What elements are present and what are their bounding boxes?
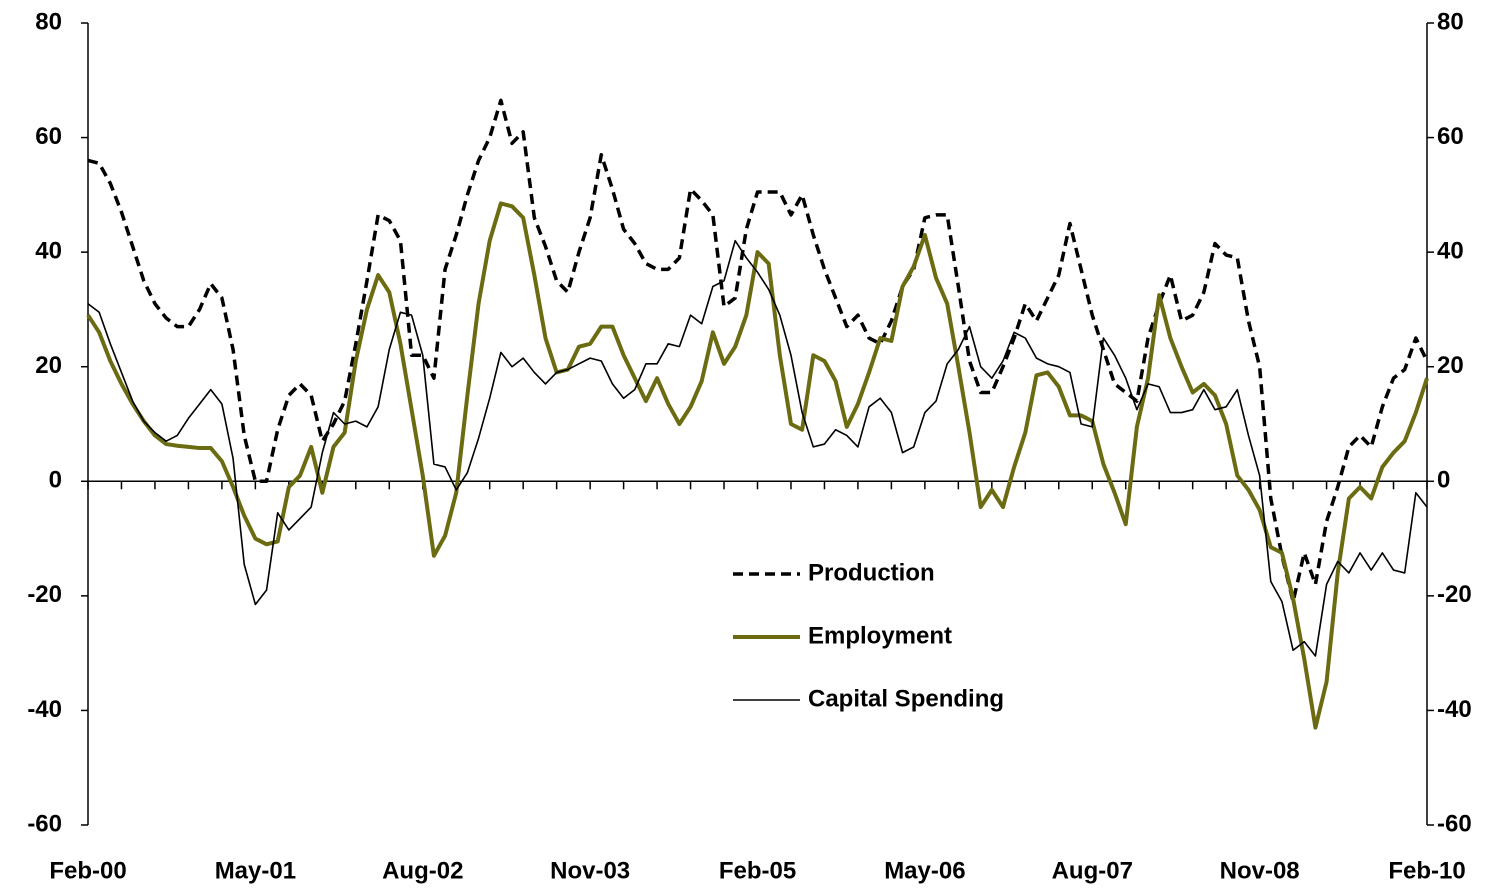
y2-tick-label: 20 <box>1437 352 1464 379</box>
x-tick-label: Feb-10 <box>1388 857 1465 884</box>
y2-tick-label: 60 <box>1437 123 1464 150</box>
series-line <box>87 239 1428 657</box>
y-tick-label: -40 <box>27 696 62 723</box>
legend-label: Production <box>808 559 935 586</box>
y2-tick-label: 80 <box>1437 8 1464 35</box>
x-tick-label: May-01 <box>215 857 296 884</box>
y-tick-label: 40 <box>35 237 62 264</box>
series-line <box>87 98 1429 604</box>
x-tick-label: Feb-05 <box>719 857 796 884</box>
x-tick-label: Aug-02 <box>382 857 463 884</box>
legend-label: Employment <box>808 622 952 649</box>
y-tick-label: 80 <box>35 8 62 35</box>
y2-tick-label: -60 <box>1437 810 1472 837</box>
y2-tick-label: 40 <box>1437 237 1464 264</box>
x-tick-label: May-06 <box>884 857 965 884</box>
y-tick-label: 60 <box>35 123 62 150</box>
x-tick-label: Nov-03 <box>550 857 630 884</box>
y2-tick-label: 0 <box>1437 467 1450 494</box>
x-tick-label: Feb-00 <box>49 857 126 884</box>
x-tick-label: Aug-07 <box>1052 857 1133 884</box>
x-tick-label: Nov-08 <box>1220 857 1300 884</box>
series-line <box>86 201 1429 730</box>
y2-tick-label: -40 <box>1437 696 1472 723</box>
y-tick-label: 0 <box>49 467 62 494</box>
y2-tick-label: -20 <box>1437 581 1472 608</box>
legend-label: Capital Spending <box>808 685 1004 712</box>
y-tick-label: -20 <box>27 581 62 608</box>
y-tick-label: -60 <box>27 810 62 837</box>
y-tick-label: 20 <box>35 352 62 379</box>
